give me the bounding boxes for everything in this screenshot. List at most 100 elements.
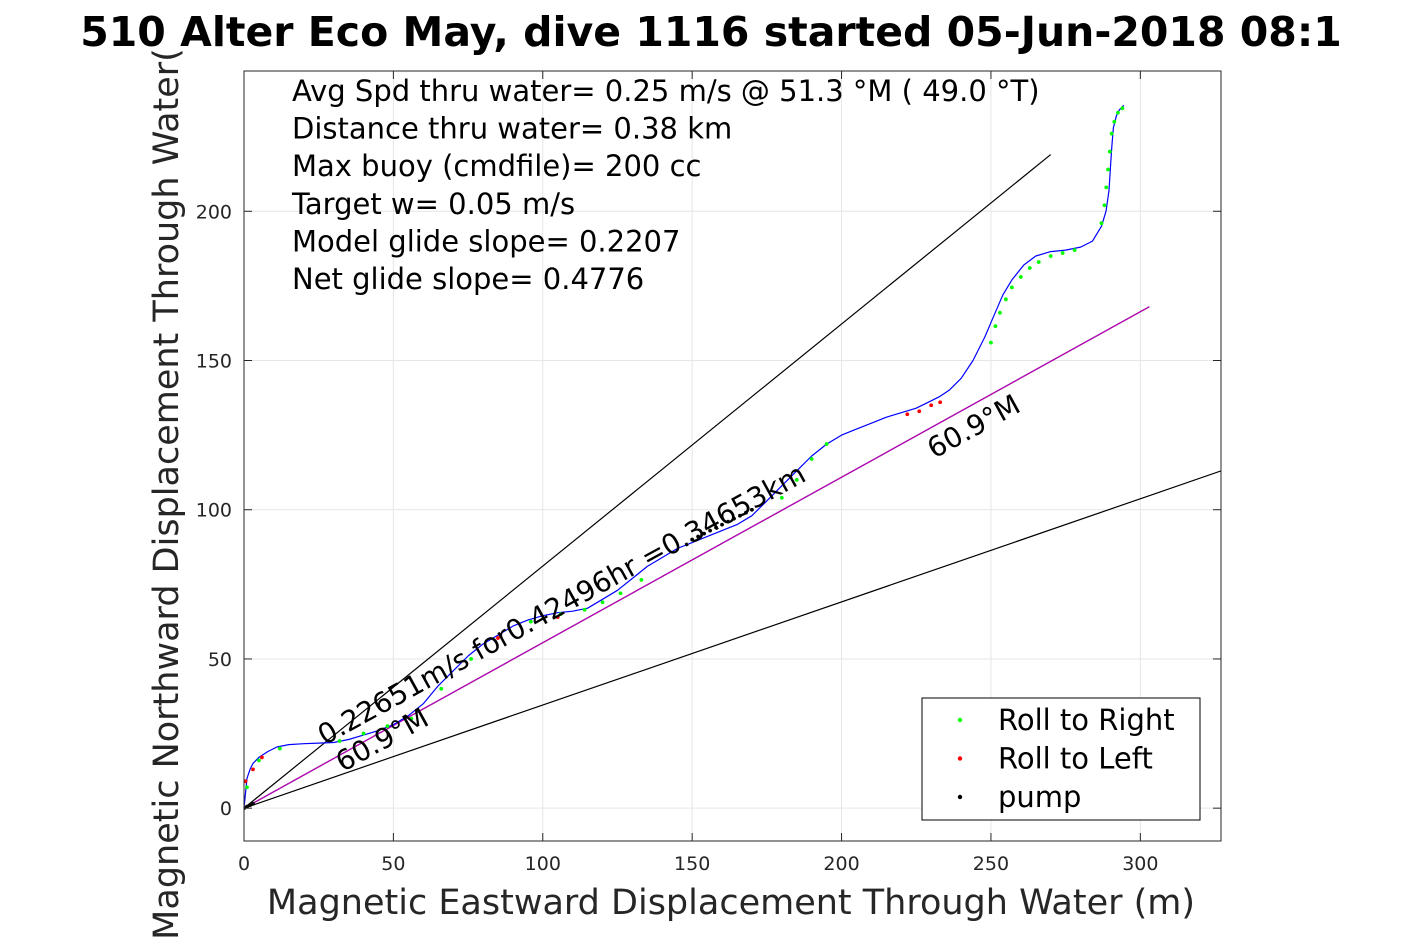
point-roll-to-right	[993, 324, 998, 329]
point-roll-to-right	[824, 442, 829, 446]
legend: Roll to Right Roll to Left pump	[921, 697, 1201, 821]
point-roll-to-right	[582, 607, 587, 612]
legend-marker	[957, 794, 963, 800]
reference-lines	[244, 154, 1221, 809]
x-tick-label: 300	[1122, 853, 1158, 875]
plot-frame	[243, 70, 1222, 842]
legend-marker	[957, 717, 963, 723]
point-pump	[690, 537, 695, 542]
annotation-line: Net glide slope= 0.4776	[292, 262, 644, 296]
point-roll-to-right	[277, 746, 282, 751]
y-tick-label: 50	[208, 649, 232, 671]
x-tick-label: 150	[674, 853, 710, 875]
point-roll-to-right	[1106, 167, 1110, 172]
point-roll-to-left	[251, 767, 255, 772]
point-pump	[708, 528, 712, 533]
legend-label: pump	[998, 780, 1081, 814]
x-tick-label: 50	[381, 853, 405, 875]
point-roll-to-right	[618, 591, 623, 596]
point-roll-to-right	[1018, 275, 1023, 279]
point-roll-to-right	[245, 785, 249, 790]
annotation-line: Distance thru water= 0.38 km	[292, 112, 732, 146]
point-roll-to-right	[1027, 266, 1032, 270]
point-roll-to-right	[794, 477, 799, 482]
point-pump	[245, 804, 249, 809]
point-roll-to-right	[1009, 285, 1014, 290]
point-pump	[744, 510, 748, 515]
point-roll-to-right	[1072, 248, 1077, 252]
point-roll-to-right	[558, 612, 563, 617]
annotation-line: Max buoy (cmdfile)= 200 cc	[292, 149, 701, 183]
track-layer	[244, 104, 1125, 809]
legend-box	[921, 697, 1201, 821]
point-roll-to-right	[1102, 203, 1107, 208]
annotation-line: Target w= 0.05 m/s	[291, 187, 575, 221]
x-tick-label: 100	[525, 853, 561, 875]
annotations: Avg Spd thru water= 0.25 m/s @ 51.3 °M (…	[291, 74, 1040, 296]
y-tick-label: 150	[196, 350, 232, 372]
chart-title: 510 Alter Eco May, dive 1116 started 05-…	[80, 8, 1342, 56]
point-roll-to-right	[409, 716, 414, 721]
point-roll-to-right	[257, 758, 261, 763]
point-roll-to-right	[1112, 119, 1117, 124]
point-pump	[251, 801, 255, 806]
x-tick-label: 200	[823, 853, 859, 875]
point-roll-to-right	[639, 577, 644, 582]
point-roll-to-right	[779, 495, 784, 500]
point-roll-to-right	[469, 657, 473, 661]
point-roll-to-left	[938, 400, 943, 405]
point-pump	[732, 516, 736, 521]
point-roll-to-right	[1109, 131, 1114, 136]
y-tick-label: 0	[220, 798, 232, 820]
point-roll-to-right	[1120, 106, 1125, 111]
point-roll-to-left	[496, 636, 500, 640]
point-roll-to-right	[439, 686, 444, 691]
points-layer	[244, 106, 1125, 811]
point-roll-to-right	[1107, 149, 1112, 154]
point-roll-to-right	[1116, 110, 1120, 115]
point-roll-to-right	[361, 731, 366, 736]
point-roll-to-right	[385, 724, 390, 728]
reference-line-cone-upper	[244, 154, 1052, 809]
point-roll-to-left	[260, 755, 264, 760]
point-pump	[702, 531, 707, 536]
point-roll-to-right	[528, 619, 533, 624]
y-tick-label: 100	[196, 500, 232, 522]
point-roll-to-right	[1036, 260, 1041, 264]
point-roll-to-left	[929, 403, 934, 408]
x-axis-label: Magnetic Eastward Displacement Through W…	[267, 883, 1195, 923]
point-pump	[720, 522, 724, 527]
grid	[243, 71, 1221, 841]
reference-line-track-heading	[244, 306, 1150, 809]
point-roll-to-right	[809, 457, 814, 461]
point-roll-to-right	[1104, 185, 1109, 190]
point-roll-to-right	[998, 310, 1002, 315]
reference-line-cone-lower	[244, 470, 1221, 809]
point-roll-to-right	[600, 600, 605, 605]
annotation-line: Model glide slope= 0.2207	[292, 224, 680, 258]
x-tick-label: 0	[238, 853, 250, 875]
legend-marker	[957, 756, 963, 761]
point-pump	[750, 507, 754, 512]
ticks: 0 50 100 150 200 250 300 0 50 100 150 200	[196, 71, 1221, 875]
point-roll-to-left	[917, 409, 922, 414]
point-roll-to-left	[244, 779, 248, 784]
point-roll-to-left	[555, 615, 560, 620]
point-roll-to-right	[337, 739, 342, 743]
legend-label: Roll to Left	[998, 742, 1153, 776]
y-tick-label: 200	[196, 201, 232, 223]
point-pump	[696, 534, 701, 539]
x-tick-label: 250	[973, 853, 1009, 875]
point-roll-to-right	[1099, 221, 1104, 226]
point-roll-to-right	[989, 340, 993, 345]
point-pump	[248, 803, 252, 808]
point-roll-to-left	[905, 412, 910, 417]
annotation-line: Avg Spd thru water= 0.25 m/s @ 51.3 °M (…	[292, 74, 1040, 108]
point-roll-to-right	[1003, 297, 1008, 302]
point-pump	[714, 525, 718, 530]
point-roll-to-right	[1048, 254, 1053, 258]
y-axis-label: Magnetic Northward Displacement Through …	[147, 48, 187, 940]
point-roll-to-right	[1060, 251, 1065, 255]
point-pump	[738, 513, 742, 518]
